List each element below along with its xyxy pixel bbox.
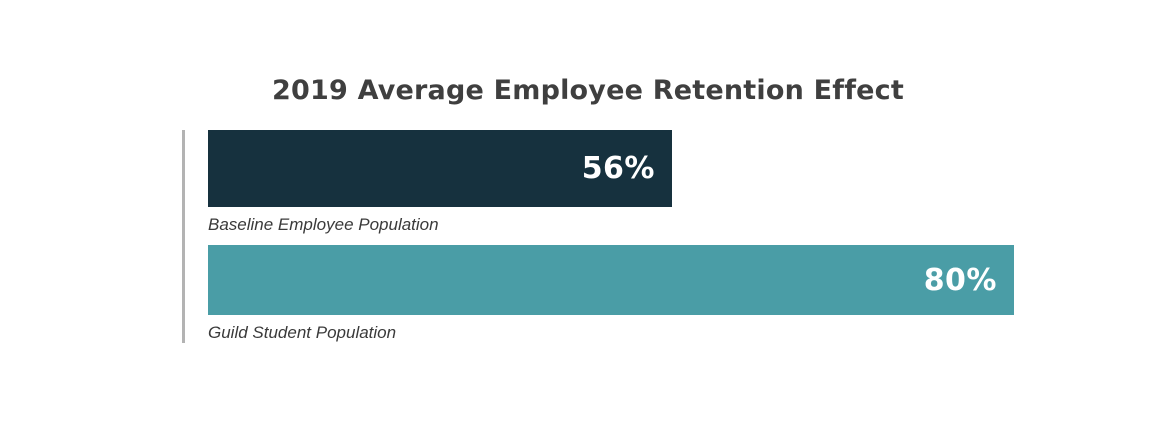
bar-value-label: 56% [581,151,655,186]
plot-area: 56% Baseline Employee Population 80% Guild … [182,130,1176,343]
bar-category-label: Guild Student Population [208,323,397,342]
bar-block: 56% Baseline Employee Population [208,130,1176,235]
bars-container: 56% Baseline Employee Population 80% Guild … [208,130,1176,343]
bar-0: 56% [208,130,672,207]
bar-category-label: Baseline Employee Population [208,215,439,234]
bar-value-label: 80% [923,262,997,298]
chart-title: 2019 Average Employee Retention Effect [272,75,904,106]
bar-1: 80% [208,245,1014,315]
bar-block: 80% Guild Student Population [208,245,1176,343]
